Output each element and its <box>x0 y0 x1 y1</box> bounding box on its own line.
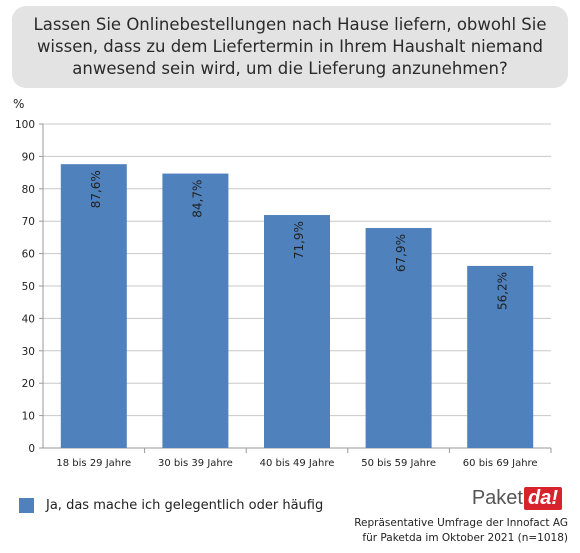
data-label: 87,6% <box>89 170 103 208</box>
y-tick-label: 50 <box>22 281 35 293</box>
bar-chart: 0 10 20 30 40 50 60 70 80 90 100% 18 bis 29 Jahre 87… <box>13 97 552 469</box>
y-tick-label: 60 <box>22 249 35 261</box>
data-label: 84,7% <box>191 180 205 218</box>
y-tick-label: 20 <box>22 378 35 390</box>
bar <box>467 265 534 448</box>
paketda-logo: Paket da! <box>472 487 562 510</box>
data-label: 71,9% <box>292 221 306 259</box>
y-tick-label: 0 <box>28 443 35 455</box>
legend: Ja, das mache ich gelegentlich oder häuf… <box>19 498 323 513</box>
y-tick-label: 40 <box>22 313 35 325</box>
x-tick-label: 40 bis 49 Jahre <box>260 458 335 469</box>
x-tick-label: 30 bis 39 Jahre <box>158 458 233 469</box>
bar <box>162 173 229 448</box>
legend-label: Ja, das mache ich gelegentlich oder häuf… <box>46 498 324 513</box>
bar <box>365 228 432 448</box>
x-tick-label: 50 bis 59 Jahre <box>361 458 436 469</box>
bar <box>60 164 127 448</box>
bar <box>264 215 330 448</box>
x-tick-label: 18 bis 29 Jahre <box>56 458 131 469</box>
logo-text-da: da! <box>524 487 562 510</box>
logo-text-paket: Paket <box>471 487 523 509</box>
data-label: 67,9% <box>394 234 408 272</box>
y-tick-label: 70 <box>22 216 35 228</box>
y-tick-label: 30 <box>22 346 35 358</box>
x-tick-label: 60 bis 69 Jahre <box>463 458 538 469</box>
y-tick-label: 100 <box>15 119 35 131</box>
source-line-1: Repräsentative Umfrage der Innofact AG <box>354 517 568 529</box>
source-note: Repräsentative Umfrage der Innofact AG f… <box>354 516 568 546</box>
y-tick-label: 90 <box>22 151 35 163</box>
y-tick-label: 10 <box>22 411 35 423</box>
y-tick-label: 80 <box>22 184 35 196</box>
legend-swatch <box>19 498 34 513</box>
data-label: 56,2% <box>495 272 509 310</box>
y-axis-label: % <box>13 97 24 111</box>
survey-question: Lassen Sie Onlinebestellungen nach Hause… <box>12 6 568 88</box>
source-line-2: für Paketda im Oktober 2021 (n=1018) <box>362 532 568 544</box>
